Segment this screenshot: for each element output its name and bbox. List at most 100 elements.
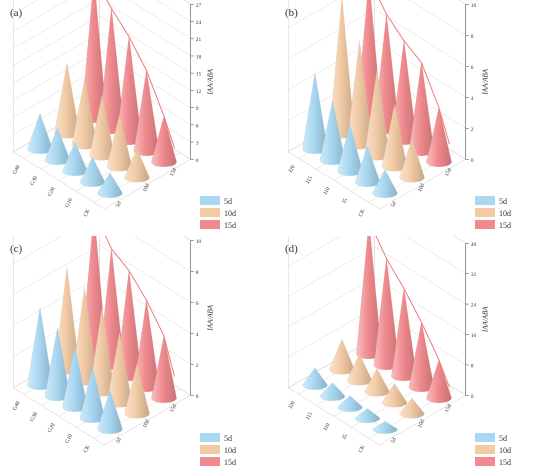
- cone-5d-J15: [319, 382, 346, 401]
- legend-swatch-15d: [200, 220, 220, 229]
- cone-15d-CK: [426, 107, 452, 167]
- cone-5d-CK: [372, 169, 398, 198]
- legend-label-15d: 15d: [224, 458, 236, 467]
- time-label: 5d: [115, 201, 123, 209]
- panel-c: (c) 0 2 4 6 8 10 IAA/ABA CK G10 G20 G30 G40 5d 10d 15d 5…: [0, 236, 275, 473]
- panel-b: (b) 0 2 4 6 8 10 IAA/ABA CK J5 J10 J15 J20 5d 10d 15d 5d…: [275, 0, 550, 236]
- panel-label: (a): [10, 7, 23, 19]
- cone-mark: [329, 338, 355, 375]
- z-gridline: [13, 244, 191, 303]
- z-tick-label: 9: [196, 106, 199, 112]
- z-axis-label: IAA/ABA: [207, 68, 215, 95]
- z-tick-label: 24: [196, 20, 202, 26]
- z-tick-label: 0: [196, 158, 199, 164]
- category-label: G20: [47, 186, 57, 197]
- category-label: J15: [305, 175, 314, 185]
- category-label: J20: [288, 400, 297, 410]
- z-axis-label: IAA/ABA: [482, 306, 490, 333]
- cone-10d-J20: [329, 338, 355, 375]
- legend-swatch-15d: [475, 457, 495, 466]
- time-label: 10d: [417, 183, 426, 193]
- legend-swatch-5d: [475, 196, 495, 205]
- panel-label: (d): [285, 243, 298, 255]
- legend-label-5d: 5d: [499, 434, 507, 443]
- category-label: G40: [12, 400, 22, 411]
- category-label: J5: [341, 197, 349, 204]
- cone-15d-CK: [426, 359, 452, 403]
- category-label: J20: [288, 164, 297, 174]
- legend-swatch-5d: [200, 196, 220, 205]
- z-gridline: [183, 236, 191, 241]
- category-label: G30: [29, 411, 39, 422]
- panel-label: (b): [285, 7, 298, 19]
- panel-label: (c): [10, 243, 23, 255]
- cone-mark: [302, 367, 328, 390]
- z-tick-label: 10: [196, 239, 202, 245]
- category-label: J10: [323, 186, 332, 196]
- time-label: 5d: [115, 437, 123, 445]
- z-tick-label: 15: [196, 72, 202, 78]
- category-label: J10: [323, 422, 332, 432]
- cone-mark: [124, 363, 150, 419]
- z-tick-label: 12: [196, 89, 202, 95]
- z-tick-label: 27: [196, 3, 202, 9]
- z-tick-label: 21: [196, 37, 202, 43]
- panel-d: (d) 0 8 16 24 32 40 IAA/ABA CK J5 J10 J15 J20 5d 10d 15…: [275, 236, 550, 473]
- chart-b: (b) 0 2 4 6 8 10 IAA/ABA CK J5 J10 J15 J20 5d 10d 15d 5d…: [285, 0, 511, 230]
- chart-a: (a) 0 3 6 9 12 15 18 21 24 27 IAA/ABA CK G10 G20 G30 G40…: [10, 0, 236, 230]
- z-axis-label: IAA/ABA: [482, 68, 490, 95]
- cone-10d-CK: [124, 363, 150, 419]
- cone-mark: [399, 138, 425, 183]
- cone-mark: [97, 389, 123, 434]
- envelope-line: [104, 236, 175, 377]
- cone-5d-G40: [27, 112, 53, 154]
- legend-label-5d: 5d: [499, 197, 507, 206]
- z-gridline: [288, 277, 466, 335]
- legend-label-10d: 10d: [224, 209, 236, 218]
- legend-label-15d: 15d: [224, 221, 236, 230]
- time-label: 15d: [444, 403, 453, 413]
- legend-swatch-5d: [200, 433, 220, 442]
- cone-mark: [151, 115, 177, 167]
- z-gridline: [13, 0, 191, 39]
- z-tick-label: 8: [471, 363, 474, 369]
- legend-label-5d: 5d: [224, 434, 232, 443]
- cone-5d-J10: [337, 395, 363, 412]
- legend-swatch-10d: [475, 445, 495, 454]
- cone-mark: [27, 112, 53, 154]
- cone-10d-CK: [124, 148, 150, 183]
- legend-swatch-10d: [200, 445, 220, 454]
- z-axis-label: IAA/ABA: [207, 304, 215, 331]
- cone-5d-CK: [97, 389, 123, 434]
- category-label: CK: [358, 444, 367, 454]
- category-label: CK: [83, 444, 92, 454]
- time-label: 15d: [444, 167, 453, 177]
- cone-mark: [372, 421, 398, 434]
- cone-mark: [399, 398, 425, 419]
- time-label: 10d: [142, 419, 151, 429]
- category-label: J15: [305, 411, 314, 421]
- legend-label-5d: 5d: [224, 197, 232, 206]
- z-tick-label: 2: [471, 127, 474, 133]
- z-tick-label: 8: [196, 270, 199, 276]
- time-label: 5d: [390, 437, 398, 445]
- z-tick-label: 4: [471, 96, 474, 102]
- z-gridline: [458, 0, 466, 5]
- legend-label-10d: 10d: [499, 446, 511, 455]
- z-tick-label: 2: [196, 363, 199, 369]
- z-tick-label: 0: [196, 394, 199, 400]
- cone-5d-CK: [97, 172, 123, 198]
- category-label: J5: [341, 433, 349, 440]
- category-label: CK: [358, 208, 367, 218]
- cone-mark: [337, 395, 363, 412]
- category-label: G30: [29, 175, 39, 186]
- legend-label-10d: 10d: [499, 209, 511, 218]
- cone-mark: [426, 107, 452, 167]
- chart-c: (c) 0 2 4 6 8 10 IAA/ABA CK G10 G20 G30 G40 5d 10d 15d 5…: [10, 236, 236, 467]
- category-label: G10: [64, 433, 74, 444]
- z-tick-label: 10: [471, 3, 477, 9]
- z-tick-label: 40: [471, 242, 477, 248]
- legend-swatch-10d: [200, 208, 220, 217]
- cone-mark: [354, 408, 381, 423]
- cone-10d-CK: [399, 138, 425, 183]
